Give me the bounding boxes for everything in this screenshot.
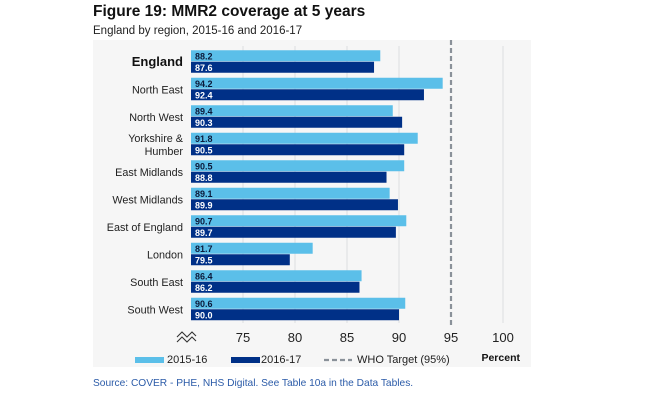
x-tick-label: 100 bbox=[492, 330, 514, 345]
legend-label: 2015-16 bbox=[167, 354, 207, 366]
bar bbox=[191, 116, 403, 128]
bar bbox=[191, 144, 405, 156]
bar bbox=[191, 50, 381, 62]
bar bbox=[191, 309, 399, 321]
data-label: 79.5 bbox=[195, 255, 213, 265]
legend: 2015-16 2016-17 WHO Target (95%) Percent bbox=[135, 352, 520, 366]
x-tick-label: 80 bbox=[288, 330, 302, 345]
data-label: 90.5 bbox=[195, 145, 213, 155]
data-label: 87.6 bbox=[195, 63, 213, 73]
bar bbox=[191, 89, 424, 101]
x-tick-label: 75 bbox=[236, 330, 250, 345]
bar bbox=[191, 132, 418, 144]
x-tick-label: 85 bbox=[340, 330, 354, 345]
category-label: East of England bbox=[107, 222, 183, 234]
legend-label: 2016-17 bbox=[261, 354, 301, 366]
data-label: 90.3 bbox=[195, 118, 213, 128]
data-label: 90.0 bbox=[195, 310, 213, 320]
source-note: Source: COVER - PHE, NHS Digital. See Ta… bbox=[93, 378, 414, 389]
data-label: 86.4 bbox=[195, 271, 213, 281]
data-label: 90.5 bbox=[195, 161, 213, 171]
axis-break-icon bbox=[176, 336, 197, 343]
figure-subtitle: England by region, 2015-16 and 2016-17 bbox=[93, 25, 303, 37]
figure-title: Figure 19: MMR2 coverage at 5 years bbox=[93, 3, 366, 20]
data-label: 94.2 bbox=[195, 79, 213, 89]
bar bbox=[191, 242, 313, 254]
data-label: 88.8 bbox=[195, 173, 213, 183]
category-label: England bbox=[132, 54, 183, 69]
bar bbox=[191, 226, 396, 238]
category-label: South East bbox=[130, 277, 183, 289]
legend-swatch-2016-17 bbox=[231, 357, 260, 363]
bar bbox=[191, 270, 362, 282]
bar bbox=[191, 199, 398, 211]
category-label: North West bbox=[129, 112, 183, 124]
data-label: 89.9 bbox=[195, 200, 213, 210]
legend-swatch-2015-16 bbox=[135, 357, 164, 363]
bar bbox=[191, 77, 443, 89]
category-label: West Midlands bbox=[112, 194, 183, 206]
legend-label: WHO Target (95%) bbox=[357, 354, 450, 366]
bar bbox=[191, 254, 290, 266]
bar bbox=[191, 281, 360, 293]
bar bbox=[191, 215, 407, 227]
data-label: 90.6 bbox=[195, 299, 213, 309]
bar bbox=[191, 297, 406, 309]
bar bbox=[191, 61, 375, 73]
data-label: 92.4 bbox=[195, 90, 213, 100]
category-labels: England North East North West Yorkshire &Hu… bbox=[107, 54, 184, 317]
x-tick-labels: 75 80 85 90 95 100 bbox=[176, 330, 514, 345]
category-label: North East bbox=[132, 84, 183, 96]
data-label: 86.2 bbox=[195, 283, 213, 293]
x-tick-label: 95 bbox=[444, 330, 458, 345]
category-label: East Midlands bbox=[115, 167, 183, 179]
bars: 88.287.694.292.489.490.391.890.590.588.8… bbox=[191, 50, 443, 321]
bar bbox=[191, 187, 390, 199]
data-label: 89.4 bbox=[195, 106, 213, 116]
data-label: 88.2 bbox=[195, 51, 213, 61]
axis-break-icon bbox=[176, 331, 197, 338]
x-axis-label: Percent bbox=[481, 352, 520, 364]
bar bbox=[191, 171, 387, 183]
category-label: South West bbox=[127, 304, 183, 316]
data-label: 90.7 bbox=[195, 216, 213, 226]
category-label: Humber bbox=[145, 146, 184, 158]
bar bbox=[191, 160, 405, 172]
x-tick-label: 90 bbox=[392, 330, 406, 345]
data-label: 89.7 bbox=[195, 228, 213, 238]
data-label: 89.1 bbox=[195, 189, 213, 199]
data-label: 91.8 bbox=[195, 134, 213, 144]
category-label: Yorkshire & bbox=[128, 133, 184, 145]
category-label: London bbox=[147, 249, 183, 261]
bar bbox=[191, 105, 393, 117]
data-label: 81.7 bbox=[195, 244, 213, 254]
